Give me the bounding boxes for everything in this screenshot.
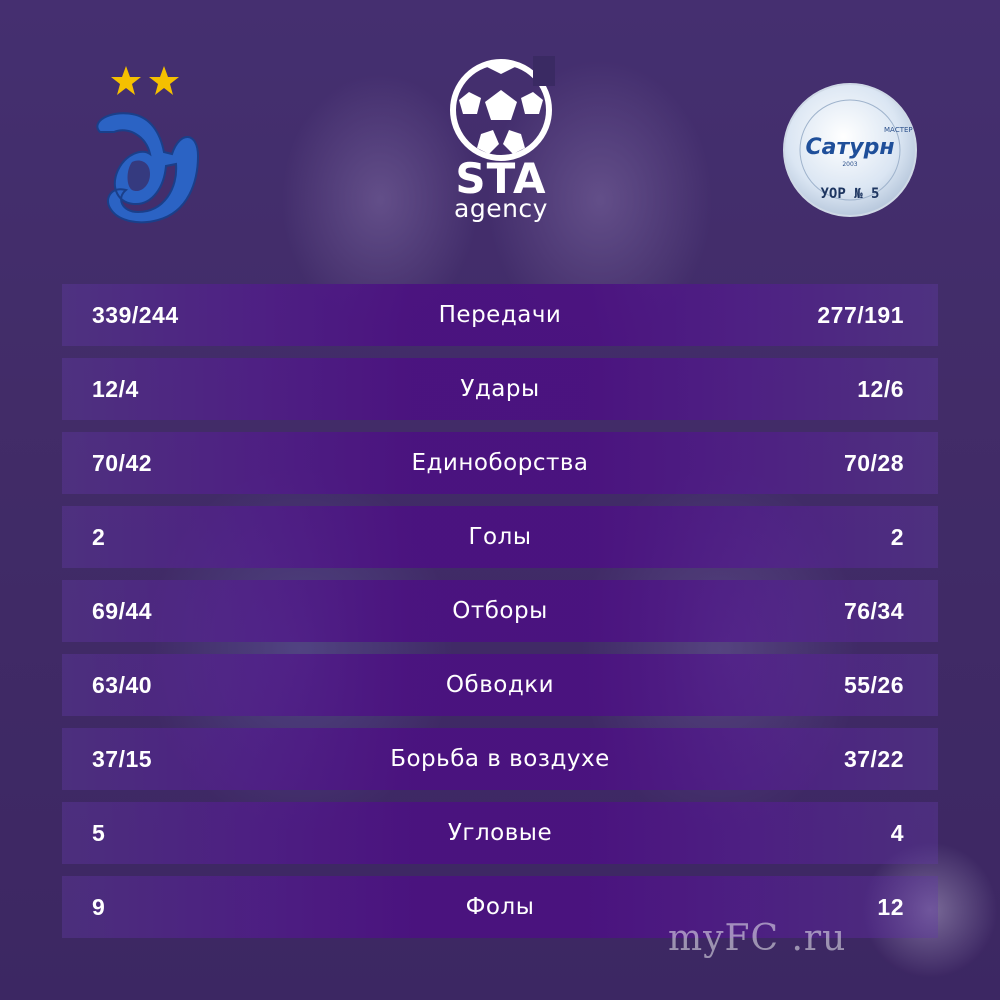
stat-right-value: 4: [890, 820, 904, 846]
saturn-uor-text: УОР № 5: [820, 186, 879, 202]
stat-left-value: 37/15: [92, 746, 153, 772]
stat-left-value: 339/244: [92, 302, 179, 328]
stat-right-value: 277/191: [817, 302, 904, 328]
star-icon: [111, 66, 141, 95]
stat-label: Голы: [468, 524, 532, 550]
saturn-badge-icon: МАСТЕР Сатурн 2003 УОР № 5: [783, 83, 917, 217]
stat-row: Передачи 339/244 277/191: [62, 284, 938, 346]
watermark: myFC .ru: [668, 918, 847, 959]
football-icon: [450, 56, 555, 161]
stat-row: Удары 12/4 12/6: [62, 358, 938, 420]
stat-row: Борьба в воздухе 37/15 37/22: [62, 728, 938, 790]
sta-logo-subtext: agency: [454, 194, 548, 223]
stat-left-value: 2: [92, 524, 106, 550]
sta-agency-logo: STA agency: [440, 52, 562, 242]
stat-label: Борьба в воздухе: [390, 746, 610, 772]
stat-right-value: 37/22: [843, 746, 904, 772]
saturn-year-text: 2003: [842, 161, 857, 168]
stat-row: Обводки 63/40 55/26: [62, 654, 938, 716]
stat-row: Угловые 5 4: [62, 802, 938, 864]
stat-label: Отборы: [452, 598, 548, 624]
sta-logo-text: STA: [455, 154, 547, 203]
stat-right-value: 76/34: [843, 598, 904, 624]
stat-label: Единоборства: [411, 450, 589, 476]
stat-right-value: 12: [877, 894, 904, 920]
stat-row: Отборы 69/44 76/34: [62, 580, 938, 642]
stat-row: Голы 2 2: [62, 506, 938, 568]
stat-left-value: 9: [92, 894, 106, 920]
stat-label: Передачи: [438, 302, 562, 328]
stat-right-value: 70/28: [843, 450, 904, 476]
stat-right-value: 55/26: [843, 672, 904, 698]
star-icon: [149, 66, 179, 95]
stat-right-value: 12/6: [857, 376, 904, 402]
stat-left-value: 12/4: [92, 376, 139, 402]
dynamo-logo: [80, 62, 210, 232]
saturn-ring-tag: МАСТЕР: [884, 126, 913, 134]
stat-label: Фолы: [465, 894, 535, 920]
stat-row: Единоборства 70/42 70/28: [62, 432, 938, 494]
stat-left-value: 63/40: [92, 672, 153, 698]
stat-right-value: 2: [890, 524, 904, 550]
dynamo-emblem-icon: [96, 66, 200, 224]
stat-left-value: 69/44: [92, 598, 153, 624]
saturn-brand-text: Сатурн: [805, 135, 894, 160]
stat-label: Угловые: [447, 820, 553, 846]
stat-left-value: 70/42: [92, 450, 153, 476]
stat-row: Фолы 9 12: [62, 876, 938, 938]
saturn-uor5-logo: МАСТЕР Сатурн 2003 УОР № 5: [780, 80, 920, 220]
stat-left-value: 5: [92, 820, 106, 846]
stat-label: Удары: [460, 376, 540, 402]
stat-label: Обводки: [445, 672, 555, 698]
